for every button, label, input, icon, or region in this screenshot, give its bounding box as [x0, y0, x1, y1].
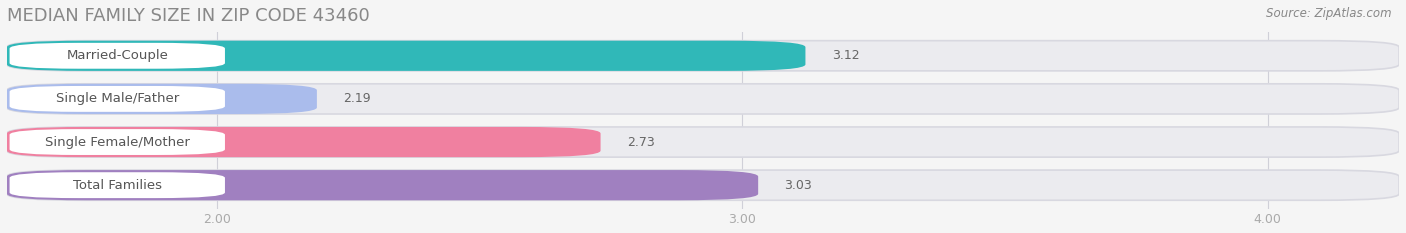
Text: 2.19: 2.19: [343, 93, 371, 105]
FancyBboxPatch shape: [7, 84, 1399, 114]
Text: MEDIAN FAMILY SIZE IN ZIP CODE 43460: MEDIAN FAMILY SIZE IN ZIP CODE 43460: [7, 7, 370, 25]
Text: 3.03: 3.03: [785, 179, 813, 192]
FancyBboxPatch shape: [7, 41, 806, 71]
FancyBboxPatch shape: [10, 86, 225, 112]
FancyBboxPatch shape: [7, 84, 316, 114]
FancyBboxPatch shape: [7, 127, 600, 157]
FancyBboxPatch shape: [7, 170, 1399, 200]
Text: Source: ZipAtlas.com: Source: ZipAtlas.com: [1267, 7, 1392, 20]
Text: Total Families: Total Families: [73, 179, 162, 192]
Text: Single Female/Mother: Single Female/Mother: [45, 136, 190, 148]
Text: Single Male/Father: Single Male/Father: [56, 93, 179, 105]
FancyBboxPatch shape: [10, 43, 225, 69]
FancyBboxPatch shape: [10, 129, 225, 155]
Text: 2.73: 2.73: [627, 136, 655, 148]
FancyBboxPatch shape: [10, 172, 225, 198]
FancyBboxPatch shape: [7, 170, 758, 200]
FancyBboxPatch shape: [7, 41, 1399, 71]
Text: 3.12: 3.12: [832, 49, 859, 62]
Text: Married-Couple: Married-Couple: [66, 49, 169, 62]
FancyBboxPatch shape: [7, 127, 1399, 157]
